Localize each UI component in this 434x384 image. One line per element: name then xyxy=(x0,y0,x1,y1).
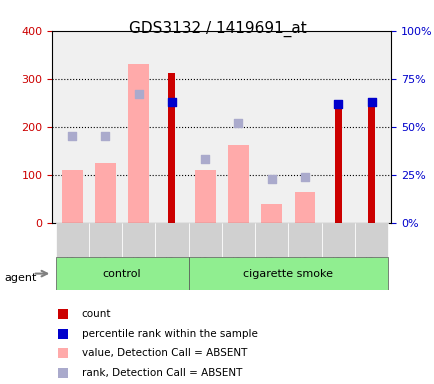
Point xyxy=(135,91,142,97)
FancyBboxPatch shape xyxy=(254,223,288,257)
FancyBboxPatch shape xyxy=(56,223,89,257)
Bar xyxy=(367,102,374,223)
FancyBboxPatch shape xyxy=(122,223,155,257)
Point xyxy=(102,133,108,139)
Point xyxy=(268,175,275,182)
Text: GDS3132 / 1419691_at: GDS3132 / 1419691_at xyxy=(128,21,306,37)
Bar xyxy=(194,170,215,223)
Text: percentile rank within the sample: percentile rank within the sample xyxy=(82,329,257,339)
Text: count: count xyxy=(82,309,111,319)
Point xyxy=(59,370,67,376)
Point xyxy=(59,350,67,356)
Point xyxy=(168,99,175,105)
Point xyxy=(334,101,341,107)
Text: cigarette smoke: cigarette smoke xyxy=(243,268,332,279)
Point xyxy=(234,120,241,126)
FancyBboxPatch shape xyxy=(288,223,321,257)
Point xyxy=(201,156,208,162)
Bar xyxy=(294,192,315,223)
Bar xyxy=(168,73,175,223)
FancyBboxPatch shape xyxy=(89,223,122,257)
Point xyxy=(59,311,67,317)
FancyBboxPatch shape xyxy=(354,223,387,257)
Bar xyxy=(128,65,149,223)
Point xyxy=(367,99,374,105)
Text: control: control xyxy=(102,268,141,279)
FancyBboxPatch shape xyxy=(155,223,188,257)
Bar xyxy=(227,145,248,223)
FancyBboxPatch shape xyxy=(188,223,221,257)
Text: rank, Detection Call = ABSENT: rank, Detection Call = ABSENT xyxy=(82,368,242,378)
Text: agent: agent xyxy=(4,273,36,283)
Text: value, Detection Call = ABSENT: value, Detection Call = ABSENT xyxy=(82,348,247,358)
Bar xyxy=(261,204,282,223)
Bar xyxy=(95,163,115,223)
FancyBboxPatch shape xyxy=(321,223,354,257)
Bar xyxy=(62,170,82,223)
Point xyxy=(59,331,67,337)
Bar xyxy=(334,106,341,223)
FancyBboxPatch shape xyxy=(56,257,188,290)
Point xyxy=(69,133,76,139)
Point xyxy=(301,174,308,180)
FancyBboxPatch shape xyxy=(221,223,254,257)
FancyBboxPatch shape xyxy=(188,257,387,290)
